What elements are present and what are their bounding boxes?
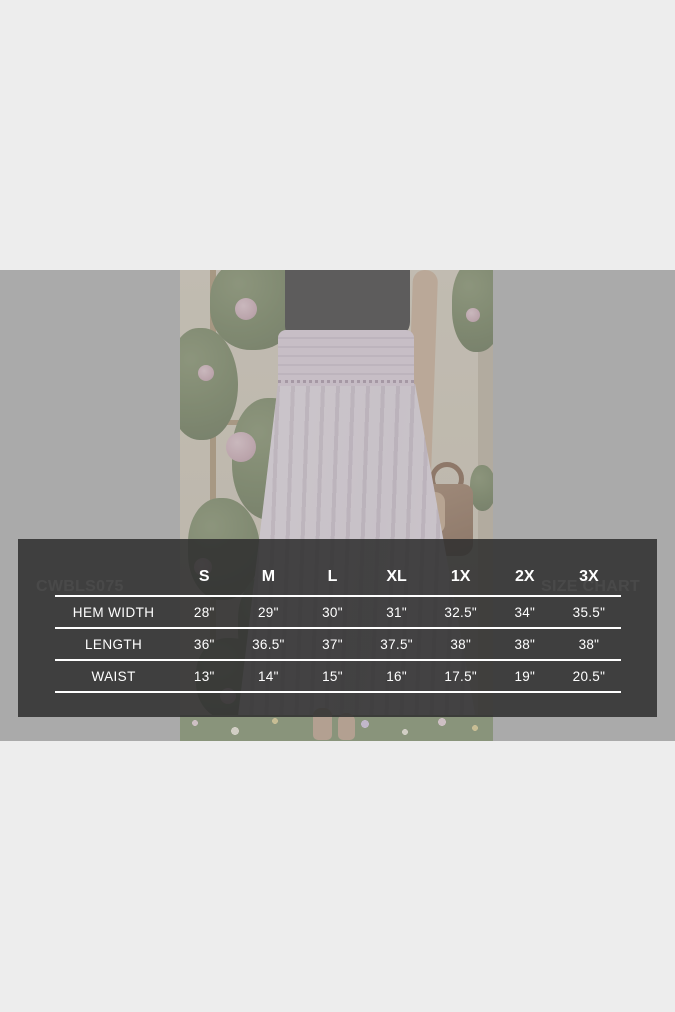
size-value: 31" [386,604,407,620]
size-col-header: XL [386,568,407,585]
grass-with-flowers [180,715,493,741]
size-table-panel: S M L XL 1X 2X 3X HEM WIDTH 28" 29" 30" [18,539,657,717]
model-foot [338,713,355,740]
table-row-hem-width: HEM WIDTH 28" 29" 30" 31" 32.5" 34" 35.5… [55,596,621,628]
size-header-row: S M L XL 1X 2X 3X [55,539,621,596]
size-value: 36" [193,636,215,652]
gray-overlay-band: CWBLS075 SIZE CHART S M L XL 1X [0,270,675,741]
size-value: 14" [258,668,279,684]
size-value: 38" [578,636,600,652]
corner-cell [55,539,172,596]
size-col-header: 1X [450,568,471,585]
table-row-length: LENGTH 36" 36.5" 37" 37.5" 38" 38" 38" [55,628,621,660]
size-value: 17.5" [444,668,477,684]
size-value: 34" [514,604,536,620]
trellis-rail [210,270,216,710]
size-value: 38" [450,636,472,652]
size-col-header: L [327,568,338,585]
size-col-header: M [261,568,276,585]
size-col-header: 3X [579,568,599,585]
size-value: 16" [386,668,407,684]
rose [198,365,214,381]
size-value: 32.5" [444,604,477,620]
size-value: 19" [514,668,536,684]
size-table: S M L XL 1X 2X 3X HEM WIDTH 28" 29" 30" [55,539,621,693]
size-value: 28" [193,604,215,620]
size-value: 37.5" [380,636,413,652]
size-value: 37" [322,636,343,652]
vine-foliage [180,328,238,440]
rose [226,432,256,462]
rose [466,308,480,322]
size-value: 29" [258,604,279,620]
size-value: 20.5" [572,668,606,684]
vine-leaf [470,465,493,511]
rose [235,298,257,320]
size-value: 38" [514,636,536,652]
row-label: HEM WIDTH [72,604,155,620]
row-label: LENGTH [85,636,143,652]
size-col-header: S [198,568,210,585]
size-value: 13" [193,668,215,684]
size-col-header: 2X [515,568,535,585]
skirt-smocked-waistband [278,330,414,382]
table-row-waist: WAIST 13" 14" 15" 16" 17.5" 19" 20.5" [55,660,621,692]
size-value: 36.5" [252,636,285,652]
row-label: WAIST [91,668,136,684]
model-black-top [285,270,410,338]
size-value: 30" [322,604,343,620]
size-value: 35.5" [572,604,606,620]
skirt-ruffle-trim [278,380,414,386]
size-value: 15" [322,668,343,684]
